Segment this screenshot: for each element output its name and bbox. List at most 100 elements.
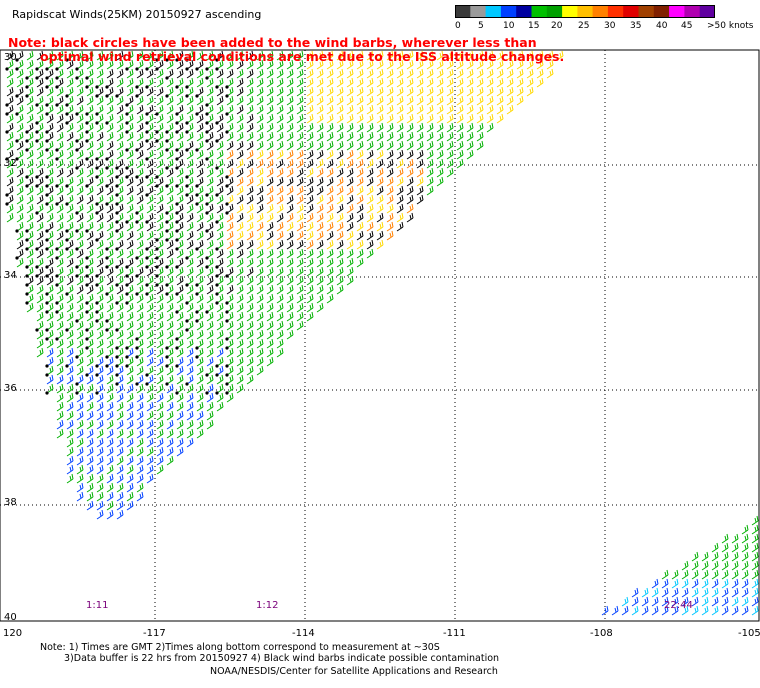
wind-barb [16,122,24,133]
wind-barb [751,596,759,607]
wind-barb [486,59,494,70]
wind-barb [86,320,94,331]
wind-barb [316,50,324,61]
wind-barb [66,356,74,367]
wind-barb [256,311,264,322]
contamination-dot [185,382,189,386]
wind-barb [186,122,194,133]
wind-barb [246,329,254,340]
wind-barb [476,95,484,106]
wind-barb [426,50,434,61]
wind-barb [136,446,144,457]
wind-barb [36,68,44,79]
wind-barb [366,167,374,178]
wind-barb [296,104,304,115]
wind-barb [166,428,174,439]
wind-barb [86,356,94,367]
wind-barb [286,302,294,313]
wind-barb [166,437,174,448]
wind-barb [126,356,134,367]
contamination-dot [215,265,219,269]
wind-barb [56,77,64,88]
wind-barb [16,185,24,196]
wind-barb [146,122,154,133]
wind-barb [46,374,54,385]
wind-barb [296,212,304,223]
wind-barb [376,203,384,214]
wind-barb [36,122,44,133]
contamination-dot [185,58,189,62]
wind-barb [436,50,444,61]
wind-barb [731,542,739,553]
wind-barb [236,356,244,367]
wind-barb [416,77,424,88]
contamination-dot [155,283,159,287]
wind-barb [126,86,134,97]
wind-barb [136,428,144,439]
wind-barb [286,185,294,196]
wind-barb [86,401,94,412]
wind-barb [106,410,114,421]
wind-barb [276,167,284,178]
wind-barb [711,596,719,607]
wind-barb [156,68,164,79]
wind-barb [16,158,24,169]
contamination-dot [65,184,69,188]
wind-barb [166,167,174,178]
wind-barb [116,203,124,214]
contamination-dot [85,229,89,233]
wind-barb [426,59,434,70]
wind-barb [406,185,414,196]
wind-barb [96,356,104,367]
wind-barb [386,221,394,232]
lon-label-111: -111 [443,628,466,639]
contamination-dot [85,76,89,80]
wind-barb [136,212,144,223]
wind-barb [186,311,194,322]
wind-barb [166,176,174,187]
contamination-dot [205,310,209,314]
wind-barb [296,122,304,133]
wind-barb [416,50,424,61]
wind-barb [56,374,64,385]
contamination-dot [185,67,189,71]
wind-barb [6,158,14,169]
wind-barb [286,212,294,223]
wind-barb [701,551,709,562]
wind-barb [326,203,334,214]
wind-barb [136,239,144,250]
wind-barb [306,194,314,205]
wind-barb [356,68,364,79]
wind-barb [96,365,104,376]
wind-barb [126,482,134,493]
wind-barb [236,176,244,187]
wind-barb [36,50,44,61]
wind-barb [26,59,34,70]
wind-barb [36,329,44,340]
wind-barb [226,230,234,241]
contamination-dot [135,67,139,71]
wind-barb [216,131,224,142]
contamination-dot [165,265,169,269]
contamination-dot [55,85,59,89]
contamination-dot [215,121,219,125]
wind-barb [156,266,164,277]
wind-barb [66,68,74,79]
wind-barb [196,248,204,259]
wind-barb [16,68,24,79]
wind-barb [266,284,274,295]
wind-barb [66,311,74,322]
wind-barb [416,68,424,79]
wind-barb [396,140,404,151]
wind-barb [16,212,24,223]
wind-barb [86,158,94,169]
wind-barb [446,158,454,169]
wind-barb [166,248,174,259]
contamination-dot [225,382,229,386]
wind-barb [116,329,124,340]
wind-barb [116,419,124,430]
wind-barb [721,560,729,571]
wind-barb [36,311,44,322]
wind-barb [66,248,74,259]
